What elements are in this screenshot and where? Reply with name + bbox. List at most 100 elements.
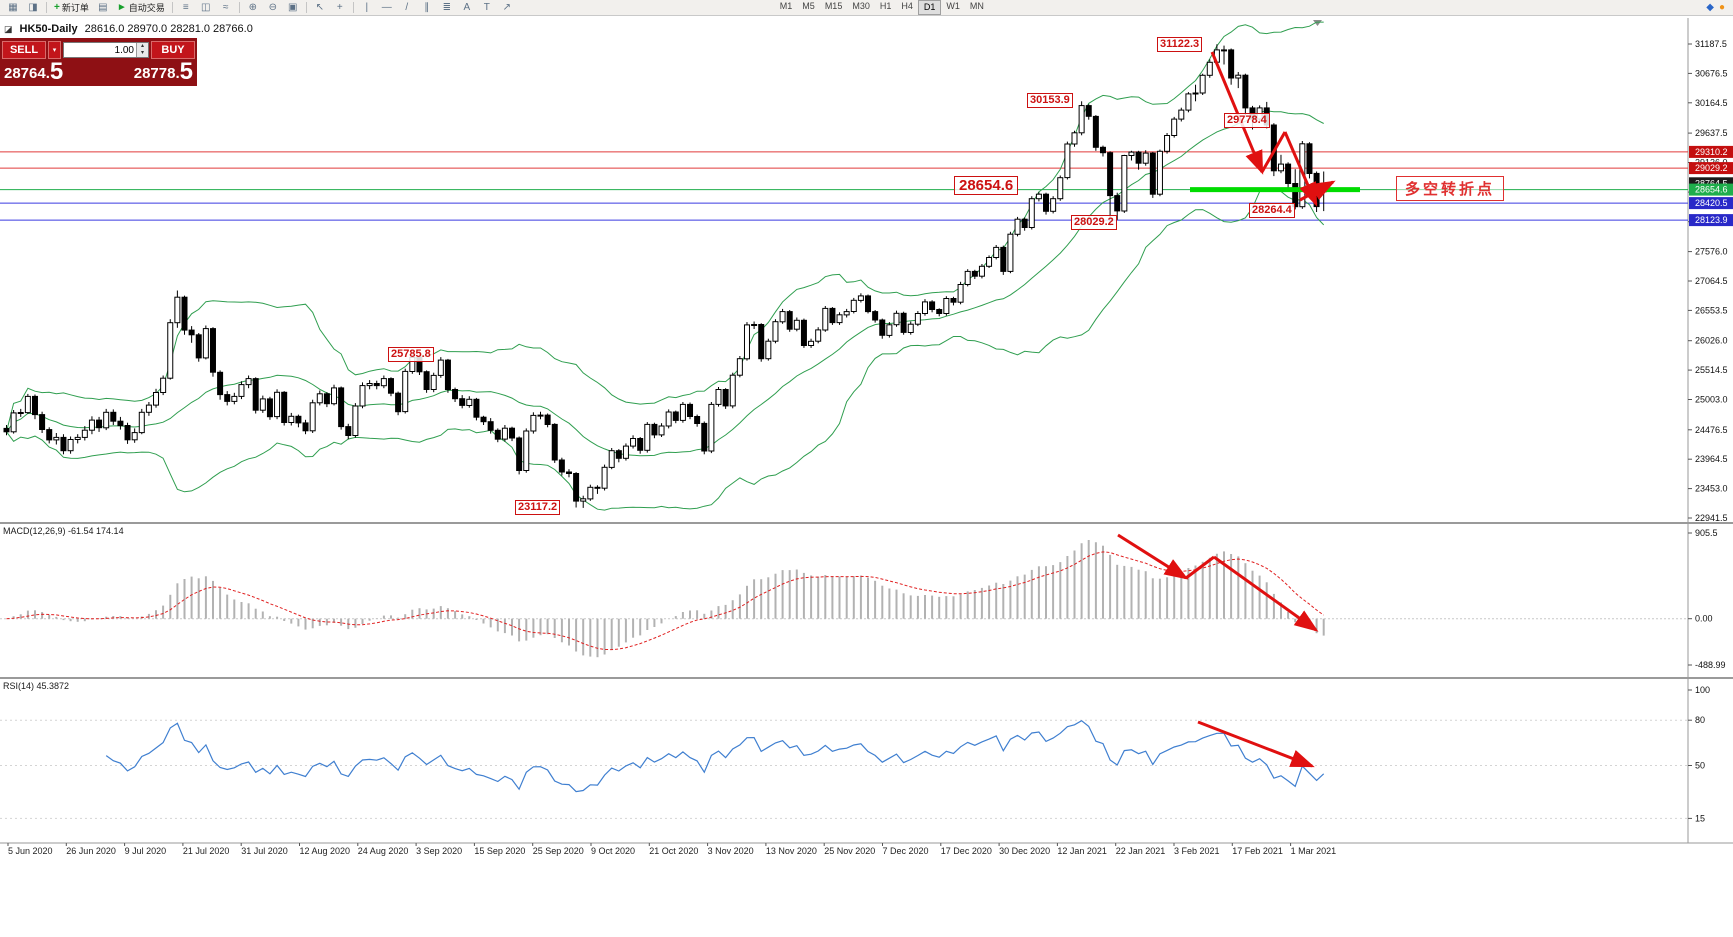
zoom-in-button[interactable]: ⊕ xyxy=(243,1,263,15)
svg-text:31187.5: 31187.5 xyxy=(1695,39,1727,49)
price-annotation[interactable]: 23117.2 xyxy=(515,500,561,515)
equidistant-channel-tool-button[interactable]: ∥ xyxy=(417,1,437,15)
buy-price[interactable]: 28778. 5 xyxy=(133,58,193,85)
zoom-out-button[interactable]: ⊖ xyxy=(263,1,283,15)
buy-button[interactable]: BUY xyxy=(151,41,195,59)
alerts-icon[interactable]: ◆ xyxy=(1706,1,1714,13)
svg-text:9 Jul 2020: 9 Jul 2020 xyxy=(125,846,167,856)
bar-chart-mode-button[interactable]: ≡ xyxy=(176,1,196,15)
svg-text:25003.0: 25003.0 xyxy=(1695,395,1728,405)
trendline-tool-button[interactable]: / xyxy=(397,1,417,15)
sell-price[interactable]: 28764. 5 xyxy=(4,58,64,85)
chart-profiles-button[interactable]: ◨ xyxy=(23,1,43,15)
rsi-axis-label: 100 xyxy=(1695,685,1710,695)
price-annotation[interactable]: 25785.8 xyxy=(388,347,434,362)
new-order-icon: + xyxy=(54,1,60,13)
price-annotation[interactable]: 30153.9 xyxy=(1027,93,1073,108)
svg-text:30 Dec 2020: 30 Dec 2020 xyxy=(999,846,1050,856)
new-chart-button[interactable]: ▦ xyxy=(3,1,23,15)
horizontal-line-tool-icon: — xyxy=(381,1,392,13)
rsi-axis-label: 50 xyxy=(1695,761,1705,771)
timeframe-h4-button[interactable]: H4 xyxy=(901,1,913,11)
svg-text:25 Sep 2020: 25 Sep 2020 xyxy=(533,846,584,856)
symbol-timeframe-label: HK50-Daily xyxy=(19,23,78,35)
auto-trading-button[interactable]: ► 自动交易 xyxy=(113,1,169,15)
candlesticks xyxy=(3,44,1327,508)
text-label-tool-icon: T xyxy=(483,1,490,13)
volume-stepper[interactable]: ▴ ▾ xyxy=(136,43,148,57)
macd-axis-label: -488.99 xyxy=(1695,660,1726,670)
chart-windows-button[interactable]: ▤ xyxy=(93,1,113,15)
trend-line-segment[interactable] xyxy=(1185,555,1215,580)
svg-text:30676.5: 30676.5 xyxy=(1695,68,1728,78)
date-axis[interactable]: 5 Jun 2020 26 Jun 2020 9 Jul 2020 21 Jul 20… xyxy=(7,843,1336,856)
svg-text:29637.5: 29637.5 xyxy=(1695,128,1728,138)
bollinger-middle-band[interactable] xyxy=(6,110,1324,457)
sell-dropdown-caret[interactable]: ▾ xyxy=(48,41,61,59)
rsi-axis-label: 80 xyxy=(1695,715,1705,725)
price-bounce-arrow[interactable] xyxy=(1299,180,1336,202)
zoom-out-icon: ⊖ xyxy=(268,1,277,13)
timeframe-m1-button[interactable]: M1 xyxy=(779,1,793,11)
toolbar-separator xyxy=(171,2,173,13)
volume-up-icon[interactable]: ▴ xyxy=(137,43,148,50)
volume-value[interactable]: 1.00 xyxy=(114,44,134,56)
macd-drop-arrow-2[interactable] xyxy=(1213,555,1319,632)
text-tool-button[interactable]: A xyxy=(457,1,477,15)
ohlc-values: 28616.0 28970.0 28281.0 28766.0 xyxy=(84,23,253,35)
price-annotation[interactable]: 28029.2 xyxy=(1071,215,1117,230)
volume-down-icon[interactable]: ▾ xyxy=(137,50,148,57)
sell-button[interactable]: SELL xyxy=(2,41,46,59)
price-axis[interactable]: 31187.530676.530164.529637.529126.028610… xyxy=(1688,39,1733,523)
timeframe-w1-button[interactable]: W1 xyxy=(946,1,960,11)
svg-text:25514.5: 25514.5 xyxy=(1695,365,1728,375)
volume-input[interactable]: 1.00 ▴ ▾ xyxy=(63,42,149,58)
fibonacci-tool-button[interactable]: ≣ xyxy=(437,1,457,15)
svg-text:17 Dec 2020: 17 Dec 2020 xyxy=(941,846,992,856)
price-annotation[interactable]: 28654.6 xyxy=(954,176,1019,195)
macd-axis-label: 905.5 xyxy=(1695,528,1718,538)
turning-point-label[interactable]: 多空转折点 xyxy=(1396,176,1505,201)
trend-line-segment[interactable] xyxy=(1260,131,1287,173)
rsi-line xyxy=(105,719,1325,793)
timeframe-d1-button[interactable]: D1 xyxy=(917,0,942,15)
text-tool-icon: A xyxy=(463,1,471,13)
svg-text:26 Jun 2020: 26 Jun 2020 xyxy=(66,846,116,856)
crosshair-icon: + xyxy=(336,1,343,13)
vertical-line-tool-button[interactable]: | xyxy=(357,1,377,15)
new-order-button[interactable]: + 新订单 xyxy=(50,1,93,15)
line-chart-mode-button[interactable]: ≈ xyxy=(216,1,236,15)
horizontal-line-objects[interactable] xyxy=(0,151,1688,221)
chart-window-icon: ◪ xyxy=(4,23,13,34)
tile-windows-button[interactable]: ▣ xyxy=(283,1,303,15)
timeframe-m30-button[interactable]: M30 xyxy=(852,1,870,11)
svg-text:27064.5: 27064.5 xyxy=(1695,276,1728,286)
macd-drop-arrow-1[interactable] xyxy=(1117,533,1189,580)
timeframe-mn-button[interactable]: MN xyxy=(969,1,984,11)
arrows-tool-button[interactable]: ↗ xyxy=(497,1,517,15)
svg-text:3 Sep 2020: 3 Sep 2020 xyxy=(416,846,462,856)
bollinger-lower-band[interactable] xyxy=(6,187,1325,511)
price-annotation[interactable]: 28264.4 xyxy=(1249,203,1295,218)
bollinger-upper-band[interactable] xyxy=(6,21,1324,432)
chart-shift-marker[interactable] xyxy=(1313,20,1322,26)
community-icon[interactable]: ● xyxy=(1718,1,1725,13)
timeframe-h1-button[interactable]: H1 xyxy=(879,1,892,11)
svg-text:21 Oct 2020: 21 Oct 2020 xyxy=(649,846,698,856)
timeframe-m15-button[interactable]: M15 xyxy=(824,1,843,11)
price-annotation[interactable]: 29778.4 xyxy=(1224,113,1270,128)
toolbar-separator xyxy=(46,2,47,13)
rsi-drop-arrow[interactable] xyxy=(1197,720,1315,768)
price-annotation[interactable]: 31122.3 xyxy=(1157,37,1203,52)
cursor-button[interactable]: ↖ xyxy=(310,1,330,15)
arrows-tool-icon: ↗ xyxy=(502,1,511,13)
crosshair-button[interactable]: + xyxy=(330,1,350,15)
text-label-tool-button[interactable]: T xyxy=(477,1,497,15)
price-drop-arrow-1[interactable] xyxy=(1210,51,1264,175)
candlestick-mode-button[interactable]: ◫ xyxy=(196,1,216,15)
svg-text:3 Feb 2021: 3 Feb 2021 xyxy=(1174,846,1220,856)
horizontal-line-tool-button[interactable]: — xyxy=(377,1,397,15)
bar-chart-mode-icon: ≡ xyxy=(182,1,189,13)
timeframe-m5-button[interactable]: M5 xyxy=(802,1,815,11)
